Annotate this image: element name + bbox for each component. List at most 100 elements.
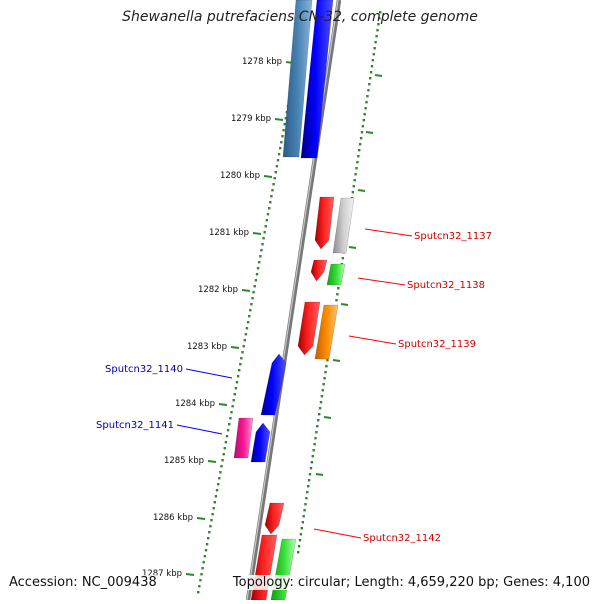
outer-ring-dot	[378, 17, 381, 20]
kbp-tick-label: 1280 kbp	[220, 171, 260, 181]
inner-ring-dot	[265, 219, 269, 222]
inner-ring-dot	[225, 435, 229, 438]
outer-ring-dot	[318, 413, 321, 416]
outer-ring-dot	[368, 83, 371, 86]
inner-ring-dot	[256, 267, 260, 270]
outer-ring-tick	[374, 74, 383, 77]
inner-ring-dot	[268, 207, 271, 210]
outer-ring-dot	[336, 293, 339, 296]
kbp-tick-label: 1284 kbp	[175, 399, 215, 409]
inner-ring-dot	[220, 465, 223, 468]
outer-ring-dot	[369, 77, 372, 80]
outer-ring-dot	[299, 533, 303, 536]
outer-ring-dot	[358, 149, 361, 152]
outer-ring-dot	[326, 359, 329, 362]
inner-ring-dot	[242, 345, 245, 348]
inner-ring-dot	[231, 405, 234, 408]
kbp-tick-label: 1286 kbp	[153, 513, 193, 523]
outer-ring-tick	[315, 473, 324, 476]
outer-ring-dot	[309, 467, 313, 470]
inner-ring-dot	[249, 309, 252, 312]
outer-ring-dot	[359, 143, 362, 146]
outer-ring-dot	[312, 449, 315, 452]
gene-leader-line	[313, 528, 362, 539]
outer-ring-dot	[306, 491, 309, 494]
gene-label: Sputcn32_1141	[96, 420, 174, 431]
inner-ring-dot	[271, 189, 274, 192]
kbp-tick-mark	[230, 346, 240, 349]
outer-ring-dot	[362, 119, 365, 122]
gene-label: Sputcn32_1142	[363, 533, 441, 544]
outer-ring-dot	[314, 437, 317, 440]
outer-ring-dot	[318, 407, 322, 410]
inner-ring-dot	[259, 255, 262, 258]
inner-ring-dot	[199, 579, 202, 582]
inner-ring-dot	[243, 339, 246, 342]
outer-ring-dot	[300, 527, 303, 530]
inner-ring-dot	[203, 555, 207, 558]
cog-feature-magenta	[233, 417, 254, 459]
inner-ring-dot	[248, 315, 251, 318]
outer-ring-dot	[351, 191, 355, 194]
outer-ring-dot	[335, 299, 338, 302]
inner-ring-dot	[270, 195, 273, 198]
inner-ring-dot	[263, 231, 266, 234]
cds-feature-1138	[310, 259, 328, 282]
outer-ring-dot	[372, 53, 375, 56]
inner-ring-dot	[275, 165, 279, 168]
outer-ring-dot	[363, 113, 366, 116]
cds-feature-1140	[260, 353, 287, 416]
outer-ring-dot	[304, 503, 307, 506]
inner-ring-dot	[272, 183, 275, 186]
inner-ring-dot	[244, 333, 248, 336]
inner-ring-dot	[230, 411, 233, 414]
inner-ring-dot	[269, 201, 272, 204]
outer-ring-dot	[366, 95, 369, 98]
kbp-tick-label: 1278 kbp	[242, 57, 282, 67]
gene-leader-line	[348, 335, 397, 345]
inner-ring-dot	[214, 495, 218, 498]
outer-ring-tick	[340, 303, 349, 306]
outer-ring-dot	[317, 419, 320, 422]
outer-ring-tick	[357, 189, 366, 192]
kbp-tick-label: 1281 kbp	[209, 228, 249, 238]
inner-ring-dot	[253, 285, 256, 288]
outer-ring-dot	[354, 173, 357, 176]
outer-ring-dot	[297, 551, 300, 554]
inner-ring-dot	[239, 363, 242, 366]
outer-ring-dot	[371, 59, 375, 62]
outer-ring-dot	[353, 179, 356, 182]
outer-ring-dot	[375, 35, 378, 38]
genome-backbone	[245, 0, 342, 601]
outer-ring-dot	[361, 125, 365, 128]
inner-ring-dot	[274, 171, 277, 174]
outer-ring-dot	[359, 137, 363, 140]
kbp-tick-mark	[263, 175, 273, 178]
accession-text: Accession: NC_009438	[9, 575, 157, 590]
inner-ring-dot	[223, 447, 226, 450]
outer-ring-dot	[364, 107, 367, 110]
inner-ring-dot	[252, 291, 255, 294]
inner-ring-dot	[246, 321, 250, 324]
outer-ring-tick	[348, 246, 357, 249]
gene-leader-line	[364, 228, 413, 237]
gene-label: Sputcn32_1138	[407, 280, 485, 291]
outer-ring-dot	[373, 47, 376, 50]
kbp-tick-mark	[196, 517, 206, 520]
outer-ring-dot	[341, 257, 344, 260]
inner-ring-dot	[210, 519, 213, 522]
gene-label: Sputcn32_1137	[414, 231, 492, 242]
gene-leader-line	[357, 277, 406, 286]
inner-ring-dot	[204, 549, 208, 552]
outer-ring-dot	[360, 131, 364, 134]
kbp-tick-mark	[207, 460, 217, 463]
inner-ring-dot	[229, 417, 232, 420]
inner-ring-dot	[241, 351, 244, 354]
inner-ring-dot	[207, 537, 210, 540]
cog-feature-orange	[314, 304, 339, 360]
outer-ring-dot	[311, 455, 314, 458]
inner-ring-dot	[276, 159, 280, 162]
kbp-tick-mark	[252, 232, 262, 235]
